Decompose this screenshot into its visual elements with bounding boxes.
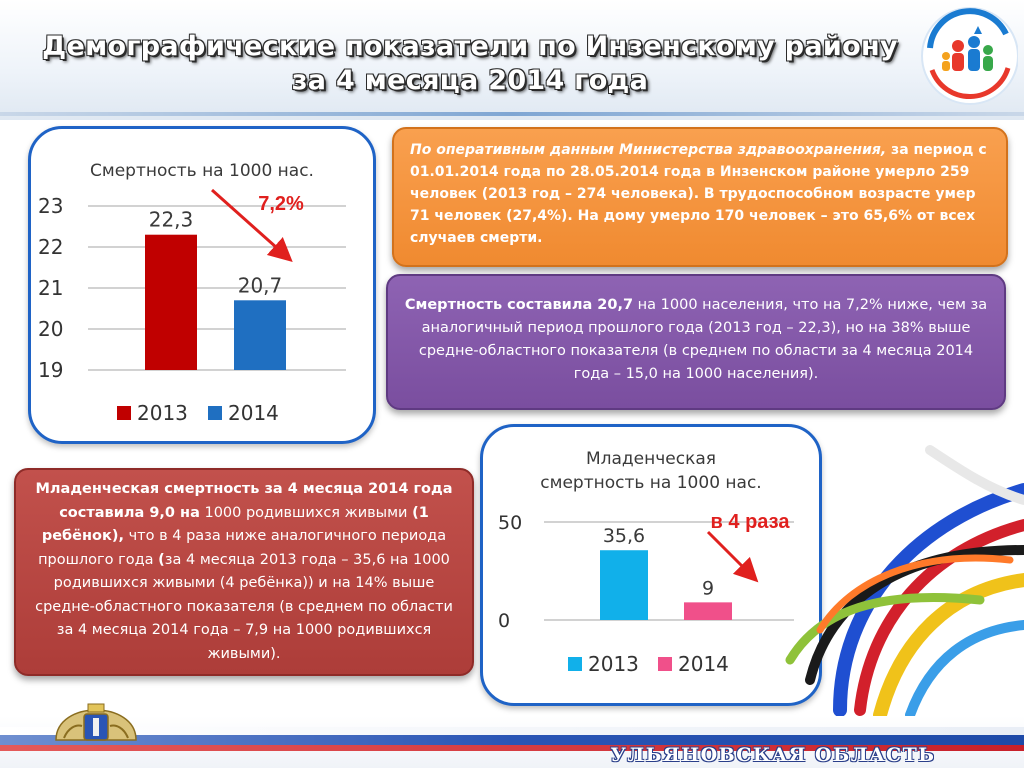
infant-ytick-label: 50 [498,512,522,534]
region-banner: УЛЬЯНОВСКАЯ ОБЛАСТЬ [610,744,936,766]
mortality-chart-panel: Смертность на 1000 нас. [28,126,376,444]
infant-mortality-text: Младенческая смертность за 4 месяца 2014… [30,478,458,666]
footer-stripe-white [0,727,1024,735]
mortality-change-annotation: 7,2% [258,193,304,215]
slide-title: Демографические показатели по Инзенскому… [40,30,900,98]
infant-mortality-box: Младенческая смертность за 4 месяца 2014… [14,468,474,676]
footer-stripe-blue [0,735,1024,745]
infant-legend-swatch [658,657,672,671]
mortality-rate-text: Смертность составила 20,7 на 1000 населе… [402,294,990,386]
mortality-ytick-label: 19 [38,358,63,382]
infant-text-1: 1000 родившихся живыми [199,504,413,521]
mortality-ytick-label: 22 [38,235,63,259]
mortality-data-label: 20,7 [238,273,283,297]
mortality-chart-title: Смертность на 1000 нас. [90,161,314,181]
mortality-ytick-label: 23 [38,194,63,218]
mortality-legend-swatch [117,406,131,420]
mortality-info-lead: По оперативным данным Министерства здрав… [410,142,887,158]
infant-chart-title-line1: Младенческая [585,449,717,469]
infant-chart-title: Младенческая смертность на 1000 нас. [483,447,819,495]
infant-legend-swatch [568,657,582,671]
mortality-legend-label: 2013 [137,401,188,425]
mortality-trend-arrow [211,188,293,262]
infant-lead: Младенческая смертность за 4 месяца 2014… [35,481,453,521]
mortality-ytick-label: 20 [38,317,63,341]
infant-text-2: что в 4 раза ниже аналогичного периода п… [38,528,447,568]
infant-bold-paren: ( [158,551,165,568]
mortality-legend-swatch [208,406,222,420]
infant-trend-arrow [706,530,759,583]
infant-legend-label: 2013 [588,652,639,676]
mortality-chart: 19 20 21 22 23 22,3 20,7 2013 2014 7,2% [38,188,346,425]
mortality-bar-2013 [145,234,197,370]
mortality-rate-box: Смертность составила 20,7 на 1000 населе… [386,274,1006,410]
mortality-info-text: По оперативным данным Министерства здрав… [410,139,995,249]
infant-text-3: за 4 месяца 2013 года – 35,6 на 1000 род… [35,551,453,662]
mortality-legend-label: 2014 [228,401,279,425]
header-divider [0,112,1024,116]
infant-mortality-chart: 0 50 35,6 9 2013 2014 в 4 раза [498,511,794,676]
infant-change-annotation: в 4 раза [711,511,791,533]
healthy-region-logo [921,7,1018,105]
mortality-rate-lead: Смертность составила 20,7 [404,297,634,313]
infant-mortality-chart-panel: Младенческая смертность на 1000 нас. [480,424,822,706]
infant-chart-title-line2: смертность на 1000 нас. [540,473,762,493]
header-band [0,0,1024,120]
mortality-data-label: 22,3 [149,208,194,232]
infant-bar-2014 [684,602,732,620]
infant-legend-label: 2014 [678,652,729,676]
infant-data-label: 9 [702,577,714,599]
infant-bold-mid: (1 ребёнок), [41,504,429,545]
slide-title-line2: за 4 месяца 2014 года [291,65,649,96]
mortality-ytick-label: 21 [38,276,63,300]
mortality-info-box: По оперативным данным Министерства здрав… [392,127,1008,267]
coat-of-arms-emblem [55,703,137,741]
footer-stripe-red [0,745,1024,751]
infant-data-label: 35,6 [603,525,645,547]
decorative-ribbons [785,445,1024,720]
mortality-rate-body: на 1000 населения, что на 7,2% ниже, чем… [418,297,988,382]
infant-ytick-label: 0 [498,610,510,632]
slide-title-line1: Демографические показатели по Инзенскому… [42,31,898,62]
mortality-bar-2014 [234,300,286,370]
infant-bar-2013 [600,550,648,620]
mortality-info-body: за период с 01.01.2014 года по 28.05.201… [410,142,987,246]
